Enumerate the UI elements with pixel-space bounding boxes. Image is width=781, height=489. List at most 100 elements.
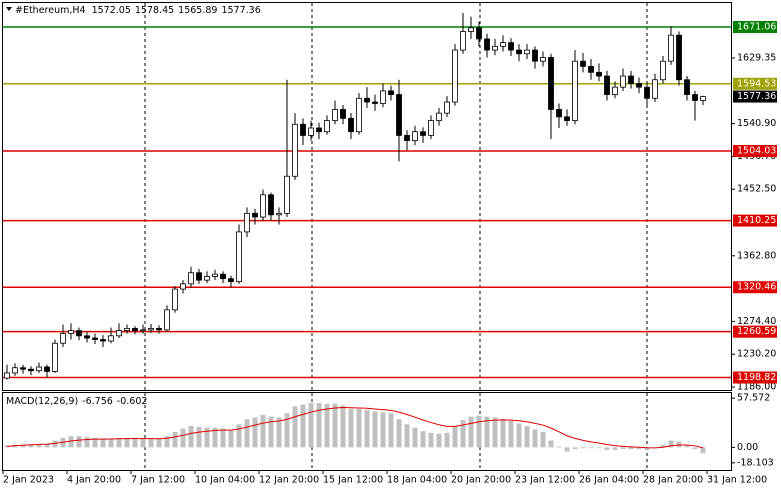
macd-bar: [316, 402, 322, 448]
candle-body: [396, 94, 402, 136]
x-tick-label: 26 Jan 04:00: [579, 475, 639, 486]
macd-bar: [180, 428, 186, 448]
candle-body: [220, 273, 226, 280]
candle-body: [508, 42, 514, 51]
price-frame: [2, 2, 732, 391]
candle-body: [492, 45, 498, 51]
candle-body: [228, 278, 234, 283]
x-tick-label: 15 Jan 12:00: [323, 475, 383, 486]
macd-bar: [188, 425, 194, 448]
macd-bar: [140, 438, 146, 448]
candle-body: [428, 120, 434, 136]
y-tick-label: 1274.40: [737, 316, 776, 327]
candle-body: [52, 342, 58, 372]
signal-value: -0.602: [117, 396, 148, 407]
current-price-label: 1577.36: [737, 91, 776, 102]
y-tick-label: 1230.20: [737, 349, 776, 360]
y-tick-label: 1362.80: [737, 250, 776, 261]
macd-bar: [476, 415, 482, 448]
macd-bar: [196, 426, 202, 448]
candle-body: [292, 123, 298, 177]
macd-bar: [420, 431, 426, 448]
candle-body: [532, 49, 538, 62]
macd-bar: [236, 424, 242, 448]
macd-bar: [172, 431, 178, 448]
macd-bar: [508, 420, 514, 448]
macd-bar: [68, 436, 74, 448]
candle-body: [196, 272, 202, 281]
macd-bar: [380, 412, 386, 448]
low-value: 1565.89: [178, 5, 217, 16]
macd-bar: [204, 427, 210, 448]
candle-body: [676, 34, 682, 81]
level-label-box: [733, 77, 777, 90]
candle-body: [324, 120, 330, 133]
x-tick-label: 2 Jan 2023: [3, 475, 54, 486]
level-label: 1410.25: [737, 215, 776, 226]
macd-bar: [636, 447, 642, 450]
candle-body: [636, 83, 642, 88]
macd-bar: [348, 408, 354, 448]
macd-bar: [460, 420, 466, 448]
candle-body: [692, 94, 698, 101]
macd-bar: [164, 436, 170, 448]
macd-bar: [260, 414, 266, 448]
y-tick-label: 1186.00: [737, 382, 776, 393]
macd-bar: [572, 447, 578, 450]
current-price-box: [733, 90, 777, 103]
macd-bar: [692, 447, 698, 450]
level-label: 1260.59: [737, 326, 776, 337]
high-value: 1578.45: [135, 5, 174, 16]
macd-bar: [20, 444, 26, 448]
level-label: 1504.03: [737, 145, 776, 156]
candle-body: [28, 368, 34, 372]
macd-bar: [524, 425, 530, 448]
candle-body: [556, 109, 562, 118]
candle-body: [460, 31, 466, 51]
candle-body: [100, 339, 106, 342]
candle-body: [468, 27, 474, 32]
macd-bar: [372, 411, 378, 448]
macd-bar: [428, 432, 434, 448]
candle-body: [260, 194, 266, 218]
collapse-icon[interactable]: [6, 7, 12, 11]
macd-bar: [108, 438, 114, 448]
macd-bar: [244, 419, 250, 448]
candle-body: [188, 272, 194, 285]
macd-bar: [308, 402, 314, 448]
candle-body: [204, 276, 210, 281]
signal-line: [6, 406, 704, 449]
macd-bar: [252, 417, 258, 448]
macd-bar: [580, 447, 586, 449]
macd-bar: [492, 417, 498, 448]
candle-body: [700, 96, 706, 101]
candle-body: [612, 86, 618, 95]
candle-body: [684, 79, 690, 95]
macd-bar: [36, 443, 42, 448]
level-label-box: [733, 371, 777, 384]
candle-body: [116, 330, 122, 337]
candle-body: [244, 212, 250, 233]
candle-body: [332, 109, 338, 121]
x-tick-label: 31 Jan 12:00: [707, 475, 767, 486]
candle-body: [132, 327, 138, 332]
candle-body: [236, 231, 242, 283]
candle-body: [60, 333, 66, 344]
candle-body: [20, 367, 26, 370]
level-label: 1594.53: [737, 78, 776, 89]
y-tick-label: 1540.90: [737, 118, 776, 129]
y-tick-label: 57.572: [737, 393, 770, 404]
candle-body: [124, 327, 130, 332]
candle-body: [364, 97, 370, 103]
macd-bar: [28, 444, 34, 448]
macd-bar: [604, 447, 610, 450]
candle-body: [652, 79, 658, 99]
macd-bar: [92, 437, 98, 448]
macd-bar: [228, 430, 234, 448]
macd-frame: [2, 392, 732, 471]
candle-body: [44, 366, 50, 372]
macd-bar: [620, 447, 626, 450]
